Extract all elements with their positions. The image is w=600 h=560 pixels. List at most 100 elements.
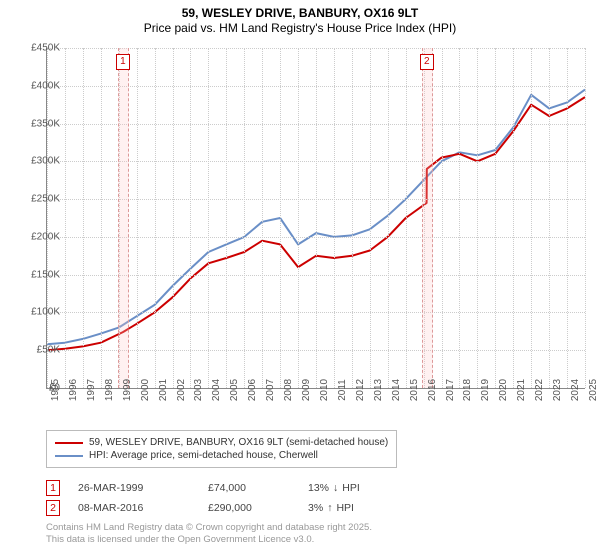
legend-swatch-price bbox=[55, 442, 83, 444]
arrow-up-icon: ↑ bbox=[327, 502, 332, 514]
gridline-v bbox=[495, 48, 496, 388]
tx-price: £74,000 bbox=[208, 482, 308, 494]
gridline-v bbox=[137, 48, 138, 388]
x-axis-label: 1996 bbox=[68, 379, 79, 401]
gridline-v bbox=[298, 48, 299, 388]
gridline-v bbox=[406, 48, 407, 388]
title-address: 59, WESLEY DRIVE, BANBURY, OX16 9LT bbox=[0, 6, 600, 20]
y-axis-label: £450K bbox=[16, 43, 60, 54]
tx-marker: 1 bbox=[46, 480, 60, 496]
arrow-down-icon: ↓ bbox=[333, 482, 338, 494]
x-axis-label: 1997 bbox=[86, 379, 97, 401]
x-axis-label: 2004 bbox=[211, 379, 222, 401]
x-axis-label: 2006 bbox=[247, 379, 258, 401]
legend-box: 59, WESLEY DRIVE, BANBURY, OX16 9LT (sem… bbox=[46, 430, 397, 468]
legend-label-price: 59, WESLEY DRIVE, BANBURY, OX16 9LT (sem… bbox=[89, 437, 388, 448]
gridline-v bbox=[262, 48, 263, 388]
gridline-v bbox=[442, 48, 443, 388]
y-axis-label: £150K bbox=[16, 269, 60, 280]
x-axis-label: 1995 bbox=[50, 379, 61, 401]
tx-date: 26-MAR-1999 bbox=[78, 482, 208, 494]
footer-attribution: Contains HM Land Registry data © Crown c… bbox=[46, 522, 372, 546]
gridline-v bbox=[567, 48, 568, 388]
x-axis-label: 2017 bbox=[445, 379, 456, 401]
y-axis-label: £350K bbox=[16, 118, 60, 129]
gridline-v bbox=[388, 48, 389, 388]
gridline-v bbox=[585, 48, 586, 388]
x-axis-label: 2024 bbox=[570, 379, 581, 401]
x-axis-label: 2018 bbox=[462, 379, 473, 401]
x-axis-label: 2011 bbox=[337, 379, 348, 401]
x-axis-label: 2019 bbox=[480, 379, 491, 401]
gridline-v bbox=[244, 48, 245, 388]
gridline-v bbox=[83, 48, 84, 388]
x-axis-label: 2010 bbox=[319, 379, 330, 401]
y-axis-label: £400K bbox=[16, 80, 60, 91]
x-axis-label: 2000 bbox=[140, 379, 151, 401]
x-axis-label: 2013 bbox=[373, 379, 384, 401]
x-axis-label: 2014 bbox=[391, 379, 402, 401]
title-block: 59, WESLEY DRIVE, BANBURY, OX16 9LT Pric… bbox=[0, 0, 600, 35]
gridline-v bbox=[549, 48, 550, 388]
gridline-v bbox=[101, 48, 102, 388]
legend-row-hpi: HPI: Average price, semi-detached house,… bbox=[55, 450, 388, 461]
x-axis-label: 2007 bbox=[265, 379, 276, 401]
legend-label-hpi: HPI: Average price, semi-detached house,… bbox=[89, 450, 318, 461]
x-axis-label: 2008 bbox=[283, 379, 294, 401]
gridline-v bbox=[513, 48, 514, 388]
gridline-v bbox=[334, 48, 335, 388]
gridline-v bbox=[155, 48, 156, 388]
y-axis-label: £300K bbox=[16, 156, 60, 167]
gridline-v bbox=[370, 48, 371, 388]
gridline-v bbox=[226, 48, 227, 388]
table-row: 1 26-MAR-1999£74,00013%↓HPI bbox=[46, 478, 428, 498]
x-axis-label: 2001 bbox=[158, 379, 169, 401]
chart-area: 12 bbox=[46, 48, 585, 389]
x-axis-label: 2025 bbox=[588, 379, 599, 401]
gridline-v bbox=[459, 48, 460, 388]
tx-marker: 2 bbox=[46, 500, 60, 516]
tx-pct: 3%↑HPI bbox=[308, 502, 428, 514]
title-subtitle: Price paid vs. HM Land Registry's House … bbox=[0, 21, 600, 35]
x-axis-label: 2005 bbox=[229, 379, 240, 401]
y-axis-label: £250K bbox=[16, 194, 60, 205]
legend-swatch-hpi bbox=[55, 455, 83, 457]
marker-flag: 2 bbox=[420, 54, 434, 70]
footer-line2: This data is licensed under the Open Gov… bbox=[46, 534, 372, 546]
gridline-v bbox=[316, 48, 317, 388]
gridline-v bbox=[531, 48, 532, 388]
transaction-table: 1 26-MAR-1999£74,00013%↓HPI 2 08-MAR-2016£2… bbox=[46, 478, 428, 518]
gridline-v bbox=[352, 48, 353, 388]
chart-wrap: { "title": { "line1": "59, WESLEY DRIVE,… bbox=[0, 0, 600, 560]
tx-pct: 13%↓HPI bbox=[308, 482, 428, 494]
gridline-v bbox=[65, 48, 66, 388]
gridline-v bbox=[47, 48, 48, 388]
x-axis-label: 1999 bbox=[122, 379, 133, 401]
x-axis-label: 2023 bbox=[552, 379, 563, 401]
gridline-v bbox=[173, 48, 174, 388]
x-axis-label: 1998 bbox=[104, 379, 115, 401]
x-axis-label: 2022 bbox=[534, 379, 545, 401]
x-axis-label: 2020 bbox=[498, 379, 509, 401]
y-axis-label: £200K bbox=[16, 231, 60, 242]
footer-line1: Contains HM Land Registry data © Crown c… bbox=[46, 522, 372, 534]
y-axis-label: £100K bbox=[16, 307, 60, 318]
x-axis-label: 2003 bbox=[193, 379, 204, 401]
x-axis-label: 2009 bbox=[301, 379, 312, 401]
x-axis-label: 2012 bbox=[355, 379, 366, 401]
marker-band bbox=[118, 48, 129, 388]
gridline-v bbox=[280, 48, 281, 388]
x-axis-label: 2021 bbox=[516, 379, 527, 401]
tx-date: 08-MAR-2016 bbox=[78, 502, 208, 514]
table-row: 2 08-MAR-2016£290,0003%↑HPI bbox=[46, 498, 428, 518]
x-axis-label: 2016 bbox=[427, 379, 438, 401]
gridline-v bbox=[208, 48, 209, 388]
marker-band bbox=[422, 48, 433, 388]
gridline-v bbox=[477, 48, 478, 388]
gridline-v bbox=[190, 48, 191, 388]
legend-row-price: 59, WESLEY DRIVE, BANBURY, OX16 9LT (sem… bbox=[55, 437, 388, 448]
y-axis-label: £50K bbox=[16, 345, 60, 356]
tx-price: £290,000 bbox=[208, 502, 308, 514]
x-axis-label: 2015 bbox=[409, 379, 420, 401]
x-axis-label: 2002 bbox=[176, 379, 187, 401]
